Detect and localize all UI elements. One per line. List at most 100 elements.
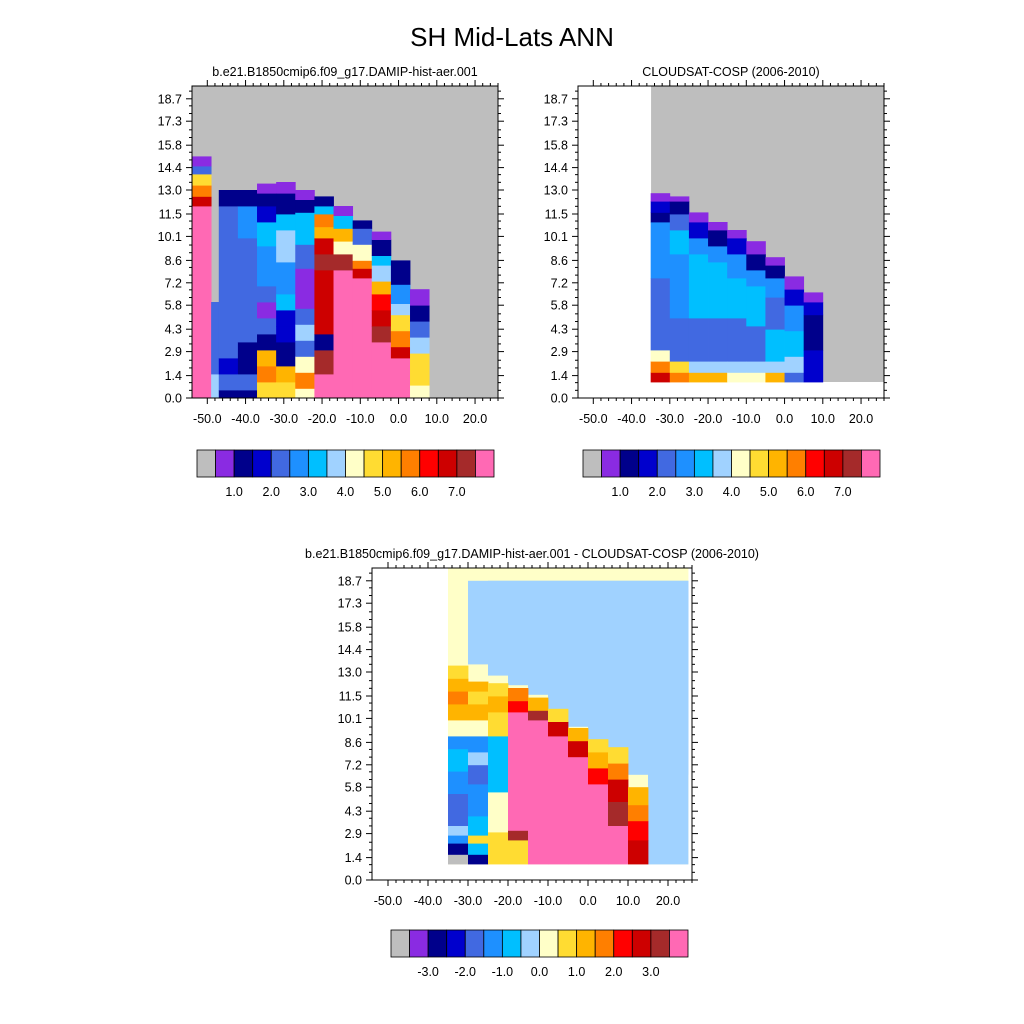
y-tick-label: 18.7: [158, 92, 182, 106]
panel-title: CLOUDSAT-COSP (2006-2010): [642, 65, 819, 79]
colorbar-label: 7.0: [834, 485, 851, 499]
heatmap-cell: [608, 801, 629, 826]
y-tick-label: 13.0: [338, 666, 362, 680]
heatmap-cell: [669, 214, 690, 231]
heatmap-cell: [784, 305, 805, 332]
colorbar-label: 0.0: [531, 965, 548, 979]
heatmap-cell: [578, 86, 652, 399]
heatmap-cell: [746, 286, 766, 327]
y-tick-label: 10.1: [544, 230, 568, 244]
colorbar-swatch: [252, 449, 272, 478]
colorbar-swatch: [390, 929, 410, 958]
y-tick-label: 10.1: [158, 230, 182, 244]
heatmap-cell: [257, 366, 277, 383]
y-tick-label: 1.4: [165, 369, 182, 383]
heatmap-cell: [628, 840, 649, 865]
heatmap-cell: [410, 353, 430, 386]
colorbar-swatch: [501, 929, 522, 958]
y-tick-label: 7.2: [165, 276, 182, 290]
heatmap-cell: [688, 222, 709, 239]
heatmap-cell: [237, 342, 258, 375]
heatmap-cell: [648, 675, 689, 865]
heatmap-cell: [669, 196, 690, 202]
x-tick-label: -30.0: [656, 412, 685, 426]
x-tick-label: 10.0: [616, 894, 640, 908]
heatmap-cell: [650, 350, 671, 362]
heatmap-cell: [276, 262, 296, 295]
heatmap-cell: [352, 260, 373, 269]
colorbar-swatch: [631, 929, 652, 958]
heatmap-cell: [295, 324, 315, 341]
x-tick-label: 0.0: [776, 412, 793, 426]
heatmap-cell: [371, 326, 392, 343]
heatmap-cell: [390, 314, 411, 332]
heatmap-cell: [314, 196, 334, 207]
x-tick-label: 10.0: [425, 412, 449, 426]
heatmap-cell: [211, 374, 220, 399]
colorbar-label: 2.0: [649, 485, 666, 499]
x-tick-label: 10.0: [811, 412, 835, 426]
heatmap-cell: [488, 712, 509, 737]
x-tick-label: -30.0: [454, 894, 483, 908]
heatmap-cell: [468, 854, 489, 865]
colorbar-swatch: [456, 449, 476, 478]
heatmap-cell: [314, 334, 334, 351]
heatmap-cell: [276, 214, 296, 231]
x-tick-label: -10.0: [732, 412, 761, 426]
heatmap-cell: [448, 736, 469, 750]
heatmap-cell: [352, 228, 373, 245]
colorbar-swatch: [400, 449, 421, 478]
colorbar-swatch: [582, 449, 602, 478]
heatmap-cell: [765, 372, 785, 383]
colorbar-swatch: [786, 449, 807, 478]
heatmap-cell: [669, 318, 690, 362]
colorbar-swatch: [483, 929, 503, 958]
heatmap-cell: [192, 177, 212, 370]
heatmap-cell: [568, 728, 589, 742]
y-tick-label: 13.0: [158, 184, 182, 198]
heatmap-cell: [448, 720, 469, 737]
heatmap-cell: [746, 326, 766, 362]
heatmap-cell: [295, 268, 315, 293]
heatmap-cell: [669, 372, 690, 383]
x-tick-label: -40.0: [231, 412, 260, 426]
heatmap-cells: [578, 86, 885, 399]
y-tick-label: 0.0: [551, 392, 568, 406]
heatmap-cell: [295, 190, 315, 200]
heatmap-cell: [257, 334, 277, 351]
heatmap-cell: [488, 683, 509, 697]
heatmap-cell: [237, 206, 258, 239]
y-tick-label: 13.0: [544, 184, 568, 198]
colorbar-swatch: [409, 929, 429, 958]
heatmap-cell: [669, 230, 690, 255]
heatmap-cell: [237, 190, 258, 207]
heatmap-cell: [468, 835, 489, 844]
heatmap-cell: [784, 276, 805, 290]
heatmap-cell: [448, 748, 469, 772]
heatmap-cell: [803, 292, 824, 303]
heatmap-cell: [352, 268, 373, 279]
heatmap-cell: [448, 678, 469, 692]
y-tick-label: 17.3: [544, 115, 568, 129]
colorbar-swatch: [619, 449, 640, 478]
x-tick-label: 20.0: [656, 894, 680, 908]
y-tick-label: 5.8: [165, 299, 182, 313]
x-tick-label: -20.0: [694, 412, 723, 426]
colorbar-swatch: [557, 929, 578, 958]
y-tick-label: 7.2: [345, 758, 362, 772]
colorbar-swatch: [539, 929, 559, 958]
x-tick-label: 0.0: [390, 412, 407, 426]
heatmap-cell: [295, 199, 315, 213]
colorbar: 1.0 2.0 3.0 4.0 5.0 6.0 7.0: [196, 449, 495, 499]
charts-container: b.e21.B1850cmip6.f09_g17.DAMIP-hist-aer.…: [158, 65, 890, 979]
heatmap-cell: [371, 310, 392, 327]
colorbar-swatch: [363, 449, 384, 478]
colorbar-swatch: [215, 449, 235, 478]
heatmap-cell: [276, 326, 296, 343]
heatmap-cell: [448, 704, 469, 721]
heatmap-cell: [333, 206, 354, 216]
heatmap-cell: [688, 238, 709, 255]
heatmap-cell: [371, 342, 392, 399]
heatmap-cell: [608, 747, 629, 764]
